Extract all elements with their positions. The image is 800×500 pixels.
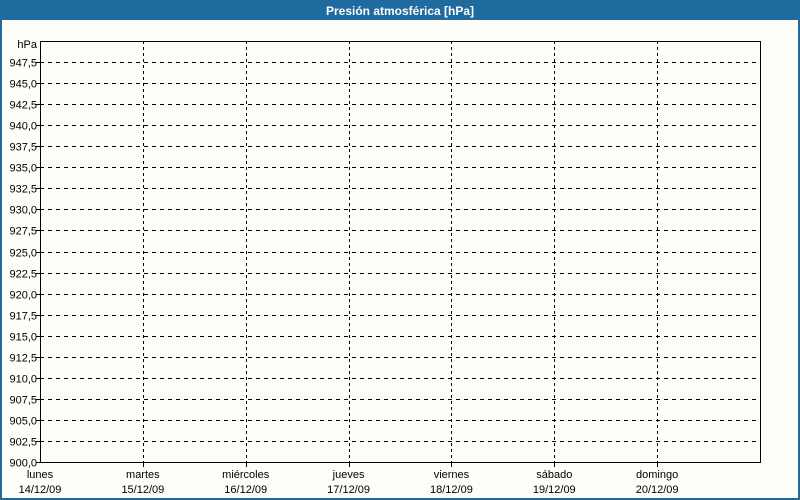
y-axis-tick-label: 912,5 bbox=[9, 353, 37, 365]
y-axis-tick-label: 925,0 bbox=[9, 248, 37, 260]
y-axis-tick-label: 915,0 bbox=[9, 332, 37, 344]
y-axis-tick-label: 927,5 bbox=[9, 226, 37, 238]
y-axis-tick-label: 942,5 bbox=[9, 100, 37, 112]
y-axis-tick-label: 920,0 bbox=[9, 290, 37, 302]
x-axis-date-label: 18/12/09 bbox=[430, 484, 473, 496]
x-axis-date-label: 14/12/09 bbox=[19, 484, 62, 496]
x-axis-date-label: 15/12/09 bbox=[121, 484, 164, 496]
y-axis-tick-label: 937,5 bbox=[9, 142, 37, 154]
chart-title: Presión atmosférica [hPa] bbox=[325, 4, 475, 18]
y-axis-unit-label: hPa bbox=[17, 39, 37, 51]
y-axis-tick-label: 902,5 bbox=[9, 437, 37, 449]
x-axis-day-label: sábado bbox=[536, 469, 572, 481]
x-axis-day-label: viernes bbox=[434, 469, 470, 481]
x-axis-date-label: 16/12/09 bbox=[224, 484, 267, 496]
chart-title-bar: Presión atmosférica [hPa] bbox=[2, 2, 798, 20]
x-axis-day-label: lunes bbox=[27, 469, 54, 481]
x-axis-day-label: martes bbox=[126, 469, 160, 481]
y-axis-tick-label: 910,0 bbox=[9, 374, 37, 386]
x-axis-date-label: 19/12/09 bbox=[533, 484, 576, 496]
y-axis-tick-label: 947,5 bbox=[9, 58, 37, 70]
x-axis-day-label: jueves bbox=[332, 469, 365, 481]
y-axis-tick-label: 945,0 bbox=[9, 79, 37, 91]
y-axis-tick-label: 940,0 bbox=[9, 121, 37, 133]
y-axis-tick-label: 932,5 bbox=[9, 184, 37, 196]
y-axis-tick-label: 905,0 bbox=[9, 416, 37, 428]
y-axis-tick-label: 907,5 bbox=[9, 395, 37, 407]
y-axis-tick-label: 930,0 bbox=[9, 205, 37, 217]
y-axis-tick-label: 917,5 bbox=[9, 311, 37, 323]
x-axis-date-label: 17/12/09 bbox=[327, 484, 370, 496]
y-axis-tick-label: 935,0 bbox=[9, 163, 37, 175]
x-axis-day-label: miércoles bbox=[222, 469, 270, 481]
y-axis-tick-label: 922,5 bbox=[9, 269, 37, 281]
x-axis-day-label: domingo bbox=[636, 469, 678, 481]
y-axis-tick-label: 900,0 bbox=[9, 458, 37, 470]
x-axis-date-label: 20/12/09 bbox=[636, 484, 679, 496]
